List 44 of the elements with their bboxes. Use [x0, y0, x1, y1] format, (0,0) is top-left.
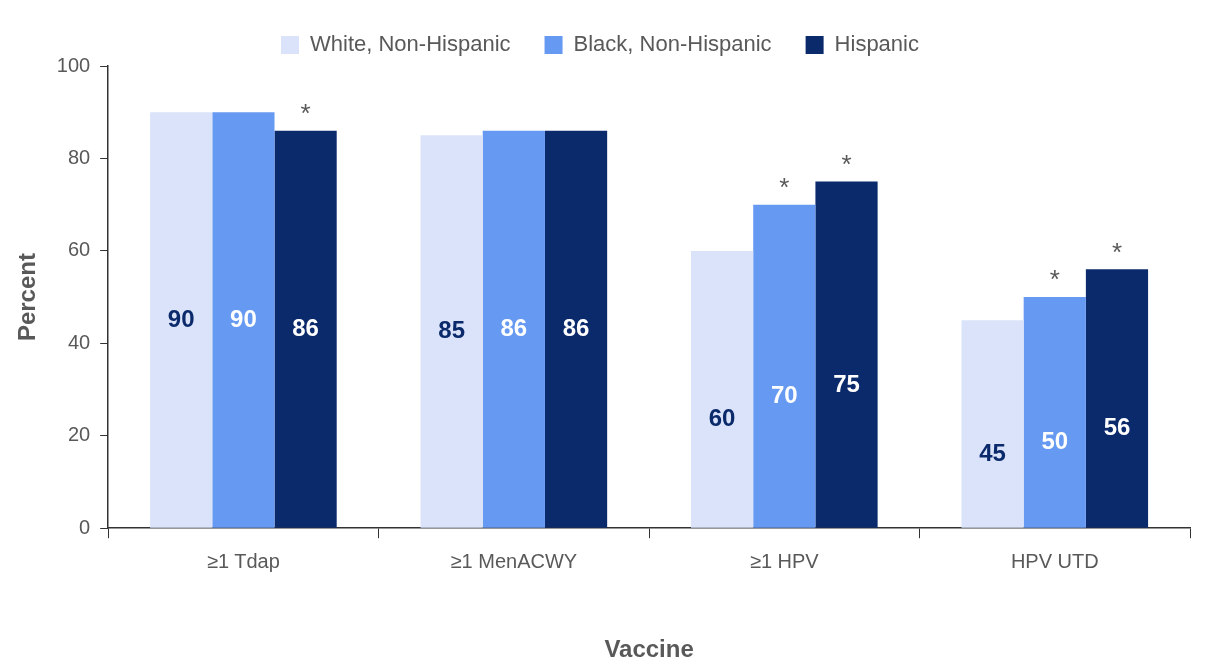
annotation: *: [1111, 236, 1123, 267]
y-axis-title: Percent: [13, 253, 41, 342]
bar: [150, 112, 213, 528]
bar: [274, 130, 337, 528]
x-tick-label: ≥1 MenACWY: [450, 549, 578, 572]
annotation: *: [779, 171, 790, 202]
data-label: 86: [292, 314, 319, 342]
data-label: 90: [230, 304, 257, 332]
annotation: *: [841, 148, 852, 179]
y-tick-label: 80: [67, 145, 91, 168]
data-label: 85: [438, 316, 465, 344]
y-tick-label: 40: [67, 330, 91, 353]
bar: [544, 130, 608, 528]
x-axis-title: Vaccine: [604, 635, 694, 663]
bar: [691, 250, 754, 528]
y-tick-label: 20: [67, 423, 91, 446]
annotation: *: [1049, 264, 1060, 295]
data-label: 75: [833, 369, 860, 397]
data-label: 86: [562, 314, 590, 342]
legend-label: Black, Non-Hispanic: [573, 31, 772, 57]
annotation: *: [300, 97, 311, 128]
data-label: 56: [1103, 413, 1131, 441]
bar: [815, 181, 878, 528]
data-label: 60: [708, 404, 736, 432]
bar: [212, 112, 275, 528]
bar: [1023, 297, 1086, 528]
legend-label: Hispanic: [834, 31, 919, 57]
data-label: 90: [167, 304, 195, 332]
bar: [482, 130, 545, 528]
data-label: 45: [979, 438, 1006, 466]
y-tick-label: 60: [67, 238, 91, 261]
bar: [961, 320, 1024, 528]
legend-label: White, Non-Hispanic: [310, 31, 511, 57]
data-label: 86: [500, 314, 528, 342]
data-label: 70: [770, 381, 798, 409]
data-label: 50: [1041, 427, 1069, 455]
y-tick-label: 100: [56, 53, 91, 76]
x-tick-label: ≥1 HPV: [749, 549, 820, 572]
bar: [1085, 269, 1149, 528]
x-tick-label: ≥1 Tdap: [206, 549, 280, 572]
bar: [753, 204, 816, 528]
y-tick-label: 0: [79, 515, 91, 538]
bar: [420, 135, 483, 528]
x-tick-label: HPV UTD: [1010, 549, 1099, 572]
